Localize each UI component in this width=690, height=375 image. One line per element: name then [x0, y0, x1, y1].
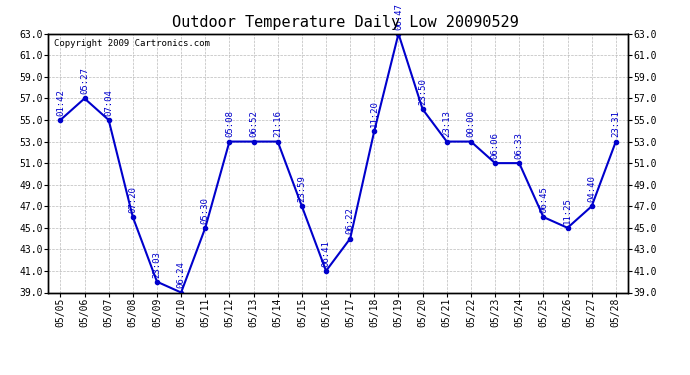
Text: 21:16: 21:16: [273, 111, 282, 137]
Text: 00:00: 00:00: [466, 111, 475, 137]
Text: 06:45: 06:45: [539, 186, 548, 213]
Text: 23:13: 23:13: [442, 111, 451, 137]
Text: 06:24: 06:24: [177, 261, 186, 288]
Text: 06:22: 06:22: [346, 207, 355, 234]
Text: 05:27: 05:27: [80, 68, 89, 94]
Text: Outdoor Temperature Daily Low 20090529: Outdoor Temperature Daily Low 20090529: [172, 15, 518, 30]
Text: 05:30: 05:30: [201, 197, 210, 223]
Text: 06:33: 06:33: [515, 132, 524, 159]
Text: 23:50: 23:50: [418, 78, 427, 105]
Text: 01:42: 01:42: [56, 89, 65, 116]
Text: 05:08: 05:08: [225, 111, 234, 137]
Text: 06:41: 06:41: [322, 240, 331, 267]
Text: 11:20: 11:20: [370, 100, 379, 127]
Text: 06:47: 06:47: [394, 3, 403, 30]
Text: 23:59: 23:59: [297, 175, 306, 202]
Text: 23:03: 23:03: [152, 251, 161, 278]
Text: 07:04: 07:04: [104, 89, 113, 116]
Text: 06:06: 06:06: [491, 132, 500, 159]
Text: 06:52: 06:52: [249, 111, 258, 137]
Text: Copyright 2009 Cartronics.com: Copyright 2009 Cartronics.com: [54, 39, 210, 48]
Text: 11:25: 11:25: [563, 197, 572, 223]
Text: 23:31: 23:31: [611, 111, 620, 137]
Text: 07:20: 07:20: [128, 186, 137, 213]
Text: 04:40: 04:40: [587, 175, 596, 202]
